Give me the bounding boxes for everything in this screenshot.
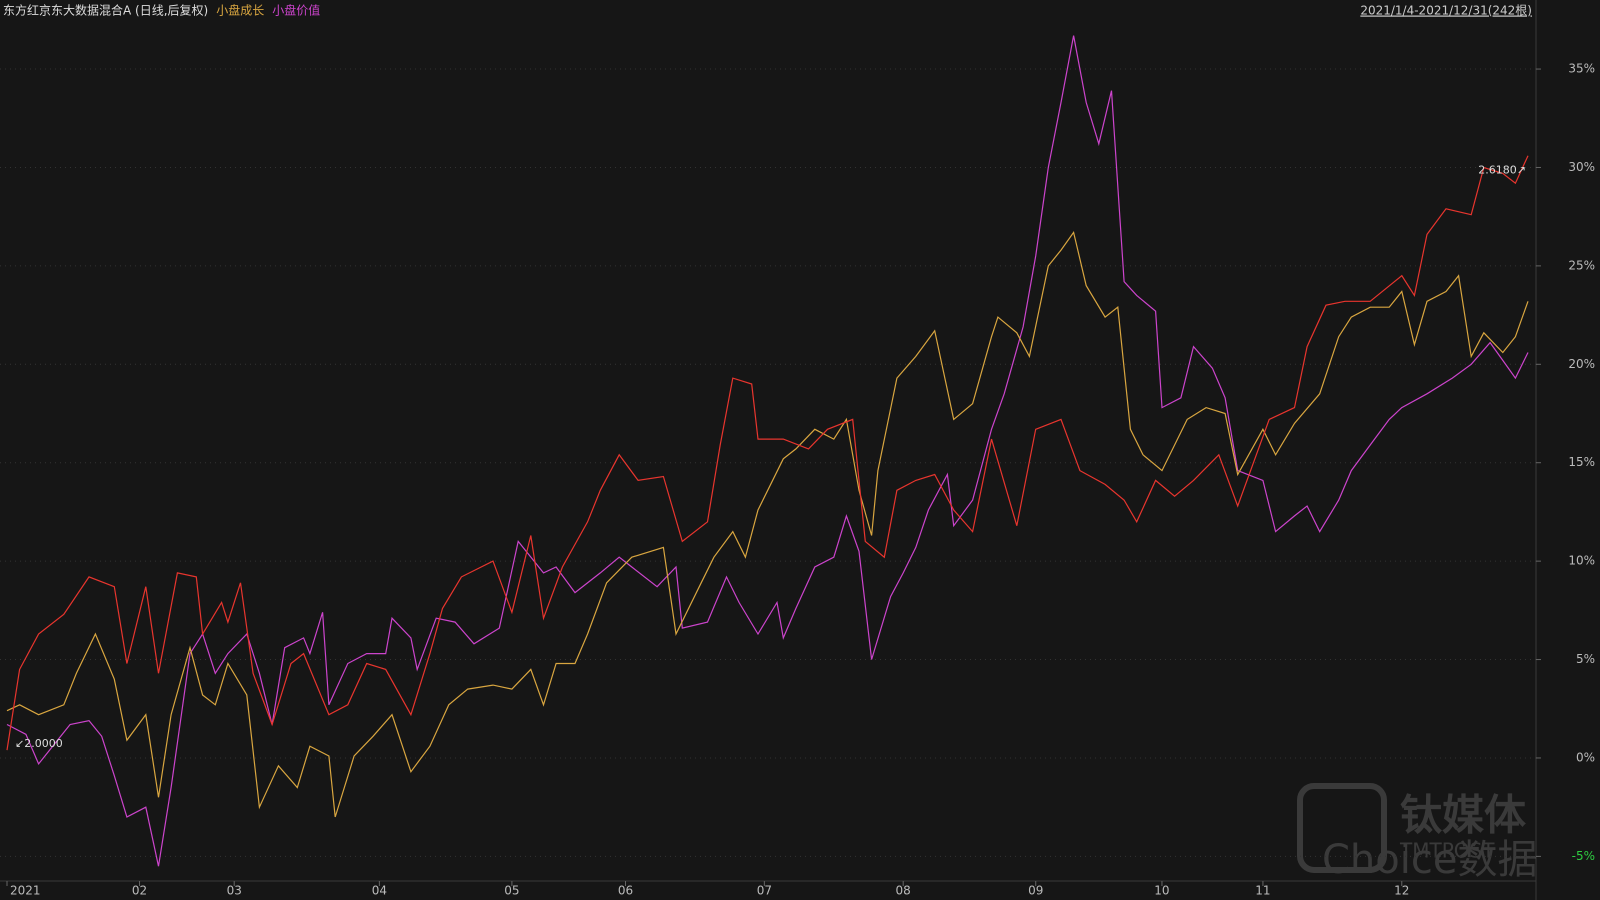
legend-entry: 小盘价值 bbox=[272, 3, 320, 18]
x-tick-label: 04 bbox=[372, 884, 387, 898]
legend-entry: 东方红京东大数据混合A (日线,后复权) bbox=[3, 3, 208, 18]
x-tick-label: 09 bbox=[1028, 884, 1043, 898]
watermark-text: Choice数据 bbox=[1322, 837, 1537, 883]
x-tick-label: 2021 bbox=[10, 884, 41, 898]
y-tick-label: 30% bbox=[1568, 160, 1595, 174]
watermark-text: 钛媒体 bbox=[1400, 791, 1526, 840]
date-range: 2021/1/4-2021/12/31(242根) bbox=[1360, 4, 1532, 18]
y-tick-label: 0% bbox=[1576, 750, 1595, 764]
x-tick-label: 05 bbox=[504, 884, 519, 898]
line-series bbox=[6, 155, 1529, 751]
watermark: 钛媒体 TMTPOST Choice数据 bbox=[1297, 783, 1537, 883]
start-label: ↙2.0000 bbox=[15, 737, 63, 750]
y-tick-label: 35% bbox=[1568, 62, 1595, 76]
x-tick-label: 10 bbox=[1154, 884, 1169, 898]
legend-entry: 小盘成长 bbox=[216, 3, 264, 18]
watermark-logo bbox=[1297, 783, 1387, 873]
x-tick-label: 03 bbox=[227, 884, 242, 898]
x-tick-label: 12 bbox=[1394, 884, 1409, 898]
line-series bbox=[6, 35, 1529, 867]
x-tick-label: 06 bbox=[618, 884, 633, 898]
end-label: 2.6180↗ bbox=[1478, 164, 1526, 177]
x-tick-label: 02 bbox=[132, 884, 147, 898]
line-series bbox=[6, 230, 1529, 818]
x-tick-label: 08 bbox=[896, 884, 911, 898]
y-tick-label: 5% bbox=[1576, 652, 1595, 666]
y-tick-label: -5% bbox=[1572, 849, 1595, 863]
watermark-text: TMTPOST bbox=[1399, 839, 1495, 863]
x-tick-label: 11 bbox=[1255, 884, 1270, 898]
y-tick-label: 20% bbox=[1568, 357, 1595, 371]
y-tick-label: 25% bbox=[1568, 258, 1595, 272]
x-tick-label: 07 bbox=[757, 884, 772, 898]
y-tick-label: 10% bbox=[1568, 554, 1595, 568]
y-tick-label: 15% bbox=[1568, 455, 1595, 469]
